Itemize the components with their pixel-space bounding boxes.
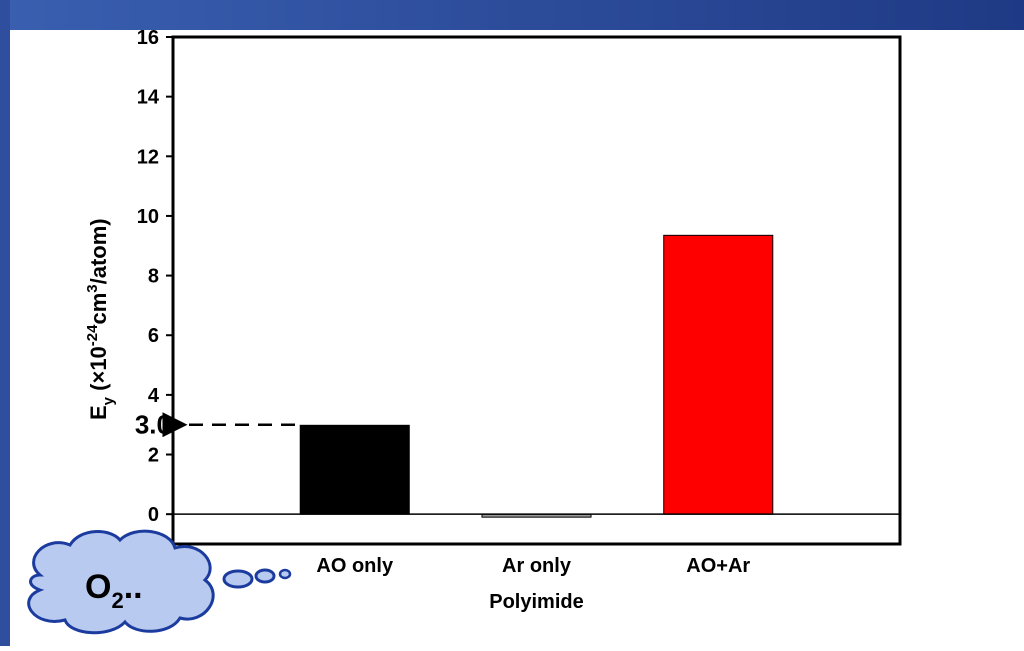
- callout-main: O: [85, 568, 111, 606]
- y-tick-label: 16: [137, 27, 159, 49]
- slide: 0 2 4 6 8 10 12 14 16 AO only Ar only Polyimide AO+A…: [0, 0, 1024, 646]
- bar: [664, 235, 773, 514]
- x-tick-label: AO only: [316, 555, 394, 577]
- callout-rest: ..: [124, 568, 143, 606]
- x-tick-label: AO+Ar: [686, 555, 750, 577]
- y-tick-label: 4: [148, 385, 160, 407]
- top-band: [0, 0, 1024, 30]
- ylabel-main: E: [86, 405, 111, 420]
- annotation-label: 3.0: [135, 410, 171, 440]
- y-tick-label: 0: [148, 504, 159, 526]
- cloud-bubble: [280, 570, 290, 578]
- bar: [300, 425, 409, 514]
- y-tick-label: 2: [148, 445, 159, 467]
- y-tick-label: 10: [137, 206, 159, 228]
- ylabel-open: (×10: [86, 346, 111, 397]
- y-tick-label: 6: [148, 325, 159, 347]
- cloud-bubble: [256, 570, 274, 582]
- left-band: [0, 0, 10, 646]
- cloud: [29, 531, 213, 633]
- x-axis-label: Polyimide: [489, 591, 583, 613]
- ylabel-unit: cm: [86, 293, 111, 325]
- y-tick-label: 8: [148, 266, 159, 288]
- ylabel-rest: /atom): [86, 218, 111, 284]
- y-tick-label: 14: [137, 87, 160, 109]
- y-tick-label: 12: [137, 146, 159, 168]
- callout-sub: 2: [111, 588, 123, 613]
- ylabel-cube: 3: [84, 284, 101, 292]
- ylabel-exp: -24: [84, 324, 101, 346]
- cloud-bubble: [224, 571, 252, 587]
- x-tick-label: Ar only: [502, 555, 572, 577]
